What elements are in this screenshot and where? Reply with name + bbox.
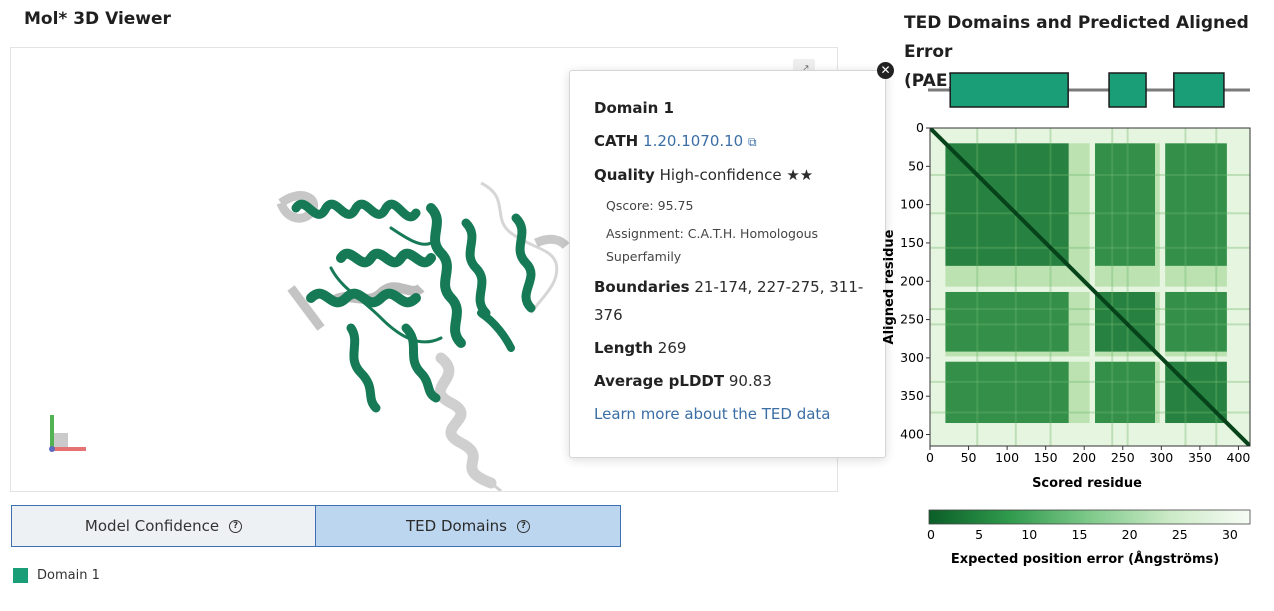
tab-model-confidence[interactable]: Model Confidence ? bbox=[11, 505, 316, 547]
popup-learn-more: Learn more about the TED data bbox=[594, 405, 831, 423]
pae-y-tick: 300 bbox=[900, 350, 924, 365]
pae-x-tick: 300 bbox=[1149, 450, 1173, 465]
tab-model-confidence-label: Model Confidence bbox=[84, 517, 220, 535]
pae-title: TED Domains and Predicted Aligned Error … bbox=[904, 13, 1249, 91]
pae-colorbar-tick: 10 bbox=[1021, 527, 1037, 542]
pae-x-tick: 400 bbox=[1227, 450, 1251, 465]
close-icon[interactable]: ✕ bbox=[877, 62, 894, 79]
domain-segment-1[interactable] bbox=[949, 72, 1069, 108]
popup-plddt-row: Average pLDDT 90.83 bbox=[594, 372, 772, 390]
legend-swatch-domain-1 bbox=[13, 568, 28, 583]
tab-ted-domains[interactable]: TED Domains ? bbox=[315, 505, 621, 547]
pae-x-tick: 100 bbox=[995, 450, 1019, 465]
pae-x-tick: 50 bbox=[961, 450, 977, 465]
pae-y-tick: 100 bbox=[900, 197, 924, 212]
pae-y-tick: 400 bbox=[900, 427, 924, 442]
domain-info-popup: Domain 1 CATH 1.20.1070.10 ⧉ Quality Hig… bbox=[569, 70, 886, 458]
help-icon[interactable]: ? bbox=[516, 519, 530, 533]
viewer-title: Mol* 3D Viewer bbox=[24, 9, 171, 29]
external-link-icon[interactable]: ⧉ bbox=[748, 135, 757, 149]
pae-colorbar-tick: 30 bbox=[1222, 527, 1238, 542]
popup-qscore: Qscore: 95.75 bbox=[606, 198, 694, 213]
pae-x-tick: 0 bbox=[926, 450, 934, 465]
pae-x-tick: 150 bbox=[1034, 450, 1058, 465]
tab-ted-domains-label: TED Domains bbox=[406, 517, 507, 535]
pae-y-tick: 350 bbox=[900, 388, 924, 403]
pae-colorbar-tick: 5 bbox=[975, 527, 983, 542]
pae-y-tick: 250 bbox=[900, 312, 924, 327]
pae-colorbar-tick: 0 bbox=[927, 527, 935, 542]
learn-more-link[interactable]: Learn more about the TED data bbox=[594, 405, 831, 423]
pae-x-axis-label: Scored residue bbox=[1032, 476, 1142, 491]
cath-link[interactable]: 1.20.1070.10 bbox=[643, 132, 744, 150]
pae-colorbar-label: Expected position error (Ångströms) bbox=[951, 551, 1219, 567]
pae-colorbar-tick: 15 bbox=[1072, 527, 1088, 542]
domain-segment-2[interactable] bbox=[1108, 72, 1147, 108]
pae-y-ticks: 0 50 100 150 200 250 300 350 400 bbox=[900, 120, 930, 442]
popup-assignment-line1: Assignment: C.A.T.H. Homologous bbox=[606, 226, 819, 241]
orientation-axes-icon bbox=[49, 415, 86, 452]
popup-assignment-line2: Superfamily bbox=[606, 249, 682, 264]
star-icon: ★★ bbox=[786, 166, 814, 184]
pae-x-tick: 350 bbox=[1188, 450, 1212, 465]
pae-y-tick: 50 bbox=[908, 158, 924, 173]
pae-y-tick: 200 bbox=[900, 273, 924, 288]
pae-colorbar-tick: 25 bbox=[1172, 527, 1188, 542]
popup-boundaries-cont: 376 bbox=[594, 306, 623, 324]
popup-cath-row: CATH 1.20.1070.10 ⧉ bbox=[594, 132, 757, 150]
legend-label-domain-1: Domain 1 bbox=[37, 568, 100, 583]
pae-heatmap bbox=[930, 128, 1250, 446]
pae-x-tick: 200 bbox=[1072, 450, 1096, 465]
pae-y-axis-label: Aligned residue bbox=[882, 229, 897, 344]
pae-y-tick: 0 bbox=[916, 120, 924, 135]
pae-x-tick: 250 bbox=[1111, 450, 1135, 465]
help-icon[interactable]: ? bbox=[229, 519, 243, 533]
pae-x-ticks: 0 50 100 150 200 250 300 350 400 bbox=[926, 446, 1250, 465]
domain-segment-3[interactable] bbox=[1173, 72, 1225, 108]
popup-domain-title: Domain 1 bbox=[594, 99, 674, 117]
domain-track-boxes bbox=[949, 72, 1225, 108]
protein-structure-render bbox=[49, 181, 570, 491]
pae-colorbar-ticks: 0 5 10 15 20 25 30 bbox=[927, 527, 1238, 542]
pae-colorbar-tick: 20 bbox=[1122, 527, 1138, 542]
popup-boundaries-row: Boundaries 21-174, 227-275, 311- bbox=[594, 278, 864, 296]
popup-length-row: Length 269 bbox=[594, 339, 687, 357]
popup-quality-row: Quality High-confidence ★★ bbox=[594, 166, 814, 184]
pae-colorbar bbox=[928, 509, 1251, 525]
pae-y-tick: 150 bbox=[900, 235, 924, 250]
